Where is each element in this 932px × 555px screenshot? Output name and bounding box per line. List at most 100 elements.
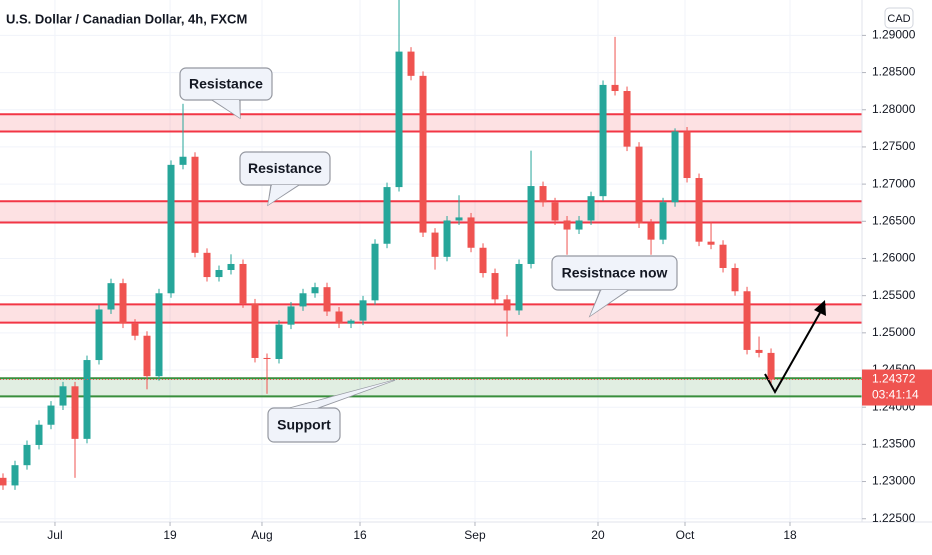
callout-joint <box>590 290 628 316</box>
candle-body <box>635 146 643 224</box>
y-tick-label: 1.23500 <box>872 437 916 451</box>
currency: CAD <box>887 13 910 25</box>
candle-body <box>347 320 355 324</box>
candle-body <box>407 51 415 76</box>
candle-body <box>659 202 667 240</box>
candle-body <box>719 244 727 268</box>
y-tick-label: 1.27500 <box>872 139 916 153</box>
candle-body <box>239 263 247 304</box>
candle-body <box>119 283 127 324</box>
candle-body <box>731 267 739 292</box>
candle-body <box>107 283 115 310</box>
candle-body <box>131 323 139 336</box>
candle-body <box>95 309 103 361</box>
candle-body <box>143 335 151 377</box>
x-tick-label: Sep <box>464 528 486 542</box>
candle-body <box>419 75 427 233</box>
candle-body <box>299 293 307 307</box>
y-tick-label: 1.22500 <box>872 511 916 525</box>
callout-joint <box>268 185 298 205</box>
candle-body <box>671 131 679 203</box>
y-tick-label: 1.29000 <box>872 28 916 42</box>
y-tick-label: 1.28500 <box>872 65 916 79</box>
candle-body <box>323 287 331 312</box>
candle-body <box>71 386 79 439</box>
candle-body <box>707 241 715 245</box>
candle-body <box>575 220 583 230</box>
candle-body <box>623 91 631 147</box>
x-tick-label: Oct <box>676 528 695 542</box>
candles <box>0 0 775 490</box>
y-tick-label: 1.28000 <box>872 102 916 116</box>
candle-body <box>455 217 463 221</box>
zones <box>0 113 862 398</box>
y-tick-label: 1.25500 <box>872 288 916 302</box>
zone <box>0 304 862 323</box>
candle-body <box>203 252 211 278</box>
candle-body <box>599 84 607 197</box>
candle-body <box>35 424 43 445</box>
candle-body <box>191 156 199 253</box>
y-tick-label: 1.26500 <box>872 213 916 227</box>
candle-body <box>527 186 535 264</box>
candle-body <box>251 303 259 358</box>
callout: Resistance <box>239 151 331 207</box>
callout: Resistance <box>179 67 273 120</box>
candle-body <box>11 465 19 486</box>
candle-body <box>515 263 523 311</box>
annotations: Resistance Resistance Resistnace now Suppor… <box>179 67 678 443</box>
x-tick-label: 18 <box>783 528 797 542</box>
y-tick-label: 1.26000 <box>872 251 916 265</box>
candle-body <box>743 291 751 350</box>
candle-body <box>767 352 775 380</box>
candle-body <box>695 178 703 242</box>
callout: Resistnace now <box>551 255 678 318</box>
axes: 1.225001.230001.235001.240001.245001.250… <box>0 28 932 542</box>
candle-body <box>155 293 163 377</box>
chart-title: U.S. Dollar / Canadian Dollar, 4h, FXCM <box>6 11 247 26</box>
candle-body <box>335 311 343 324</box>
x-tick-label: Jul <box>47 528 62 542</box>
candle-body <box>755 349 763 353</box>
zone <box>0 378 862 397</box>
grid <box>0 0 862 522</box>
zone <box>0 201 862 223</box>
callout-text: Resistance <box>189 76 263 92</box>
callout-text: Support <box>277 417 331 433</box>
last-price: 1.24372 <box>872 372 916 386</box>
countdown: 03:41:14 <box>872 388 919 402</box>
x-tick-label: 16 <box>353 528 367 542</box>
currency-box[interactable] <box>884 7 914 29</box>
candle-body <box>551 202 559 221</box>
y-tick-label: 1.27000 <box>872 176 916 190</box>
candle-body <box>383 187 391 244</box>
callout-text: Resistnace now <box>562 265 668 281</box>
candle-body <box>683 131 691 179</box>
candle-body <box>83 360 91 439</box>
candle-body <box>491 273 499 300</box>
candle-body <box>227 263 235 270</box>
candle-body <box>587 196 595 221</box>
candle-body <box>371 243 379 301</box>
candle-body <box>359 300 367 321</box>
candle-body <box>611 84 619 92</box>
candle-body <box>47 405 55 425</box>
zone <box>0 114 862 132</box>
y-tick-label: 1.25000 <box>872 325 916 339</box>
candle-body <box>431 232 439 257</box>
x-tick-label: 19 <box>163 528 177 542</box>
candle-body <box>179 156 187 165</box>
x-tick-label: 20 <box>591 528 605 542</box>
callout-joint <box>291 380 395 408</box>
callout-joint <box>213 100 240 118</box>
candle-body <box>59 386 67 406</box>
candle-body <box>0 477 7 486</box>
candle-body <box>311 287 319 294</box>
candle-body <box>443 220 451 257</box>
arrow-head <box>814 300 826 316</box>
candle-body <box>539 186 547 203</box>
candle-body <box>275 324 283 360</box>
